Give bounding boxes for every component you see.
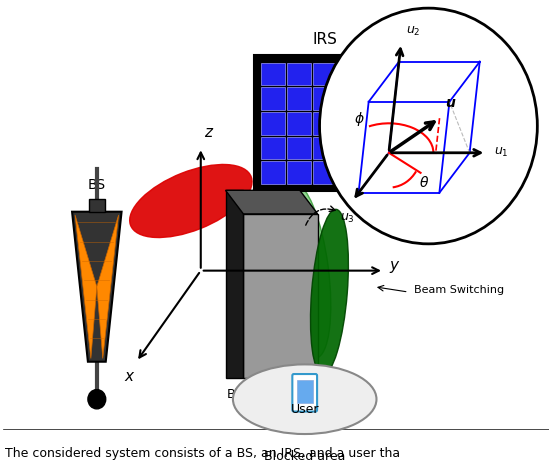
Bar <box>312 63 336 85</box>
Polygon shape <box>75 215 97 358</box>
Text: IRS: IRS <box>312 32 337 47</box>
Bar <box>243 214 317 378</box>
Text: $u_1$: $u_1$ <box>494 146 509 159</box>
Text: Blocked area: Blocked area <box>264 450 346 463</box>
Polygon shape <box>226 190 317 214</box>
Bar <box>338 112 362 135</box>
Bar <box>226 190 243 378</box>
Bar <box>364 161 388 184</box>
Bar <box>287 88 311 110</box>
Bar <box>261 137 285 159</box>
Bar <box>254 55 395 192</box>
Polygon shape <box>72 212 121 362</box>
Bar <box>364 137 388 159</box>
Bar <box>338 137 362 159</box>
Ellipse shape <box>279 183 331 358</box>
Text: $\theta$: $\theta$ <box>418 175 429 190</box>
Circle shape <box>88 390 106 409</box>
FancyBboxPatch shape <box>293 374 317 411</box>
Bar <box>287 112 311 135</box>
Text: Beam Switching: Beam Switching <box>413 285 504 295</box>
Bar <box>364 88 388 110</box>
Bar <box>297 380 312 404</box>
Ellipse shape <box>130 164 252 238</box>
Circle shape <box>320 8 537 244</box>
Bar <box>312 137 336 159</box>
Bar <box>312 88 336 110</box>
Text: $x$: $x$ <box>124 369 135 384</box>
Bar <box>261 63 285 85</box>
Bar <box>312 112 336 135</box>
Text: $u_2$: $u_2$ <box>406 25 421 38</box>
Bar <box>338 88 362 110</box>
Bar <box>312 161 336 184</box>
Ellipse shape <box>310 209 348 375</box>
Text: User: User <box>290 404 319 417</box>
Text: $z$: $z$ <box>204 125 214 140</box>
Text: The considered system consists of a BS, an IRS, and a user tha: The considered system consists of a BS, … <box>5 447 400 460</box>
Text: $u_3$: $u_3$ <box>340 212 355 225</box>
Text: $y$: $y$ <box>389 260 400 275</box>
Text: $\boldsymbol{u}$: $\boldsymbol{u}$ <box>445 96 457 110</box>
Text: $\phi$: $\phi$ <box>354 110 365 128</box>
Bar <box>287 137 311 159</box>
Bar <box>364 112 388 135</box>
Bar <box>261 161 285 184</box>
Bar <box>261 112 285 135</box>
Text: BS: BS <box>88 178 106 192</box>
Bar <box>338 161 362 184</box>
Text: Blockage: Blockage <box>226 389 284 402</box>
Bar <box>287 63 311 85</box>
Bar <box>364 63 388 85</box>
Bar <box>261 88 285 110</box>
Polygon shape <box>97 215 119 358</box>
Bar <box>338 63 362 85</box>
Bar <box>89 199 105 212</box>
Bar <box>287 161 311 184</box>
Ellipse shape <box>233 364 376 434</box>
